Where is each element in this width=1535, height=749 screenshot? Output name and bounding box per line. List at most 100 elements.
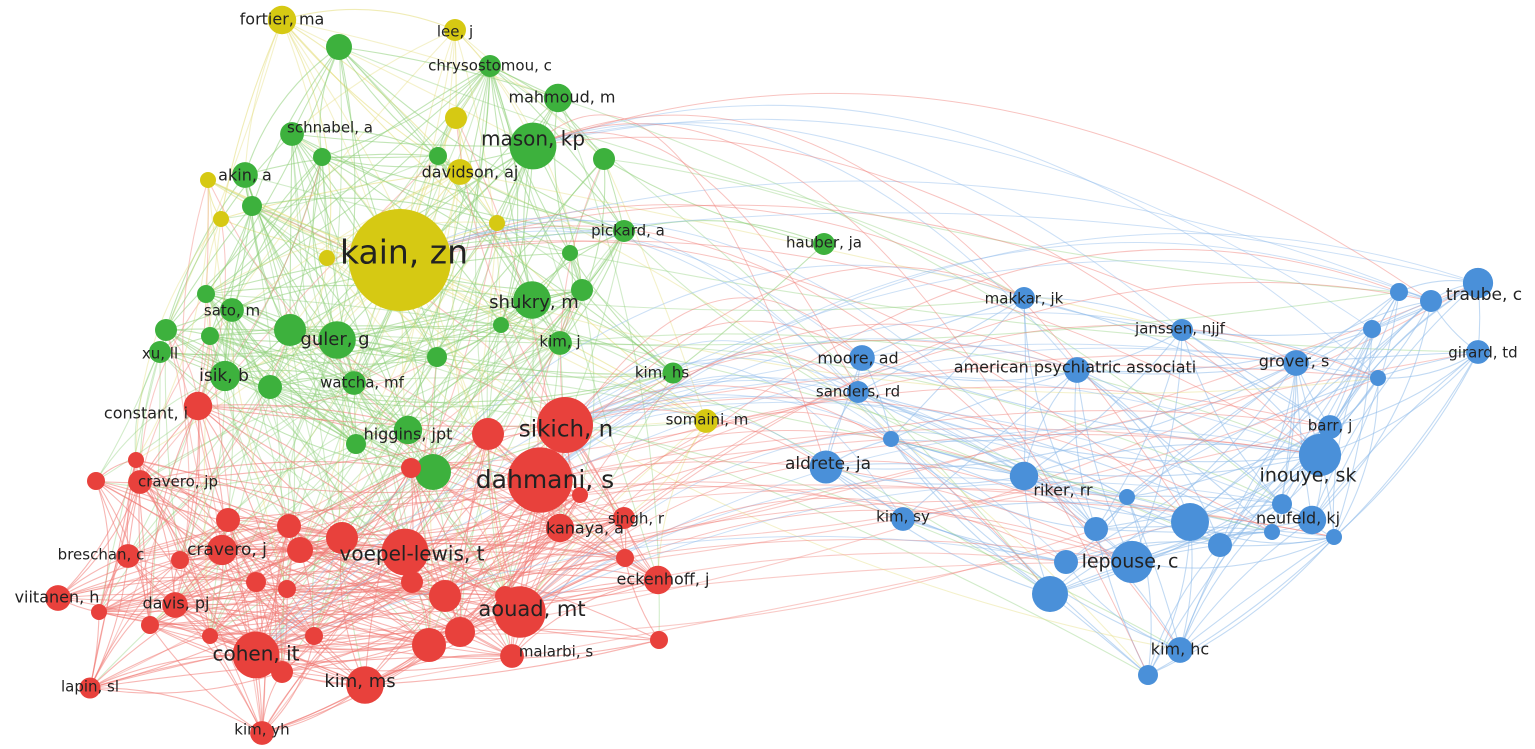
link-line [1023, 297, 1183, 331]
link-line [902, 518, 1067, 563]
link-line [89, 655, 513, 689]
node-aouad[interactable] [494, 586, 546, 638]
blue-cluster-node [1272, 494, 1292, 514]
node-mahmoud[interactable] [543, 83, 573, 113]
node-label-moore: moore, ad [817, 349, 898, 368]
green-cluster-node [197, 285, 215, 303]
node-traube[interactable] [1462, 267, 1494, 299]
label-layer: kain, zn fortier, ma lee, j chrysostomou, c… [15, 10, 1523, 739]
link-line [559, 333, 1321, 456]
node-kimsy[interactable] [891, 507, 915, 531]
node-davidson[interactable] [447, 159, 473, 185]
link-line [1023, 297, 1373, 336]
link-line [410, 158, 605, 469]
node-schnabel[interactable] [280, 122, 304, 146]
node-apa[interactable] [1064, 357, 1090, 383]
link-line [1179, 503, 1283, 651]
node-watcha[interactable] [342, 371, 366, 395]
link-line [95, 375, 226, 482]
node-kimhc[interactable] [1167, 637, 1193, 663]
green-cluster-node [201, 327, 219, 345]
node-sato[interactable] [220, 298, 244, 322]
node-kimhs[interactable] [662, 362, 684, 384]
node-barr[interactable] [1318, 415, 1342, 439]
node-sanders[interactable] [847, 381, 869, 403]
node-lepouse[interactable] [1110, 540, 1154, 584]
node-constant[interactable] [183, 391, 213, 421]
node-mason[interactable] [509, 122, 557, 170]
node-pickard[interactable] [613, 220, 635, 242]
node-neufeld[interactable] [1297, 505, 1327, 535]
link-line [326, 257, 1181, 651]
node-lapin[interactable] [79, 677, 101, 699]
link-line [286, 588, 513, 657]
link-line [557, 97, 660, 641]
node-shukry[interactable] [513, 281, 551, 319]
node-label-higgins: higgins, jpt [364, 425, 453, 444]
link-line [531, 297, 1025, 311]
link-line [554, 97, 583, 291]
node-hauber[interactable] [813, 233, 835, 255]
node-kain[interactable] [349, 209, 451, 311]
node-makkar[interactable] [1013, 287, 1035, 309]
node-fortier[interactable] [267, 5, 297, 35]
node-moore[interactable] [849, 345, 875, 371]
node-higgins[interactable] [393, 415, 423, 445]
green-cluster-node [155, 319, 177, 341]
node-kimj[interactable] [548, 331, 572, 355]
node-lee[interactable] [444, 19, 466, 41]
green-cluster-node [326, 34, 352, 60]
node-kimms[interactable] [346, 666, 384, 704]
node-malarbi[interactable] [500, 644, 524, 668]
node-guler[interactable] [318, 321, 356, 359]
link-line [255, 517, 625, 583]
link-line [224, 299, 533, 377]
link-line [149, 259, 401, 626]
node-xu[interactable] [149, 341, 171, 363]
link-line [269, 335, 561, 388]
link-line [353, 289, 583, 384]
link-line [519, 281, 1432, 613]
link-line [89, 559, 181, 689]
node-cohen[interactable] [232, 631, 280, 679]
node-kimyh[interactable] [250, 721, 274, 745]
red-cluster-node [87, 472, 105, 490]
node-craveroj[interactable] [206, 534, 238, 566]
node-voepel[interactable] [381, 528, 429, 576]
node-isik[interactable] [209, 360, 241, 392]
link-line [244, 19, 283, 176]
link-line [1181, 329, 1331, 428]
red-cluster-node [650, 631, 668, 649]
link-line [399, 204, 1025, 299]
link-line [281, 595, 446, 673]
node-singh[interactable] [613, 507, 635, 529]
link-line [539, 233, 1479, 481]
node-inouye[interactable] [1298, 433, 1342, 477]
node-breschan[interactable] [116, 544, 140, 568]
red-cluster-node [401, 458, 421, 478]
link-line [98, 487, 1128, 613]
node-craverojp[interactable] [128, 470, 152, 494]
node-viitanen[interactable] [45, 585, 71, 611]
red-cluster-node [216, 508, 240, 532]
node-sikich[interactable] [537, 397, 593, 453]
node-somaini[interactable] [694, 409, 718, 433]
node-grover[interactable] [1283, 350, 1309, 376]
link-line [432, 289, 583, 473]
node-eckenhoff[interactable] [643, 565, 673, 595]
node-janssen[interactable] [1171, 319, 1193, 341]
link-line [281, 19, 559, 99]
link-line [825, 466, 1051, 595]
node-riker[interactable] [1009, 461, 1039, 491]
node-akin[interactable] [232, 162, 258, 188]
node-kanaya[interactable] [545, 513, 575, 543]
node-label-chrysostomou: chrysostomou, c [428, 57, 552, 75]
link-line [209, 29, 456, 337]
node-dahmani[interactable] [507, 447, 573, 513]
node-davis[interactable] [162, 592, 188, 618]
link-line [444, 222, 498, 597]
node-aldrete[interactable] [809, 450, 843, 484]
node-girard[interactable] [1466, 340, 1490, 364]
node-chrysostomou[interactable] [479, 55, 501, 77]
red-cluster-node [128, 452, 144, 468]
